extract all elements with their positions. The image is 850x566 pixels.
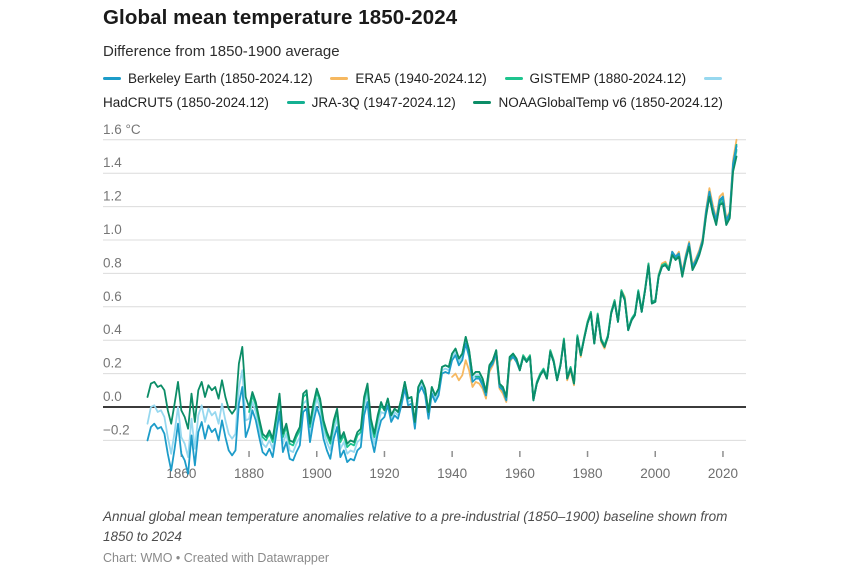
legend-label-jra3q: JRA-3Q — [311, 95, 364, 110]
legend-swatch-hadcrut5 — [703, 76, 722, 80]
legend-swatch-noaa — [473, 100, 492, 104]
legend-item-gistemp: GISTEMP (1880-2024.12) — [504, 71, 699, 86]
legend-label-noaa: NOAAGlobalTemp v6 — [498, 95, 631, 110]
page-subtitle: Difference from 1850-1900 average — [103, 43, 340, 60]
legend-swatch-berkeley — [103, 76, 121, 80]
legend-label-hadcrut5: HadCRUT5 — [103, 95, 177, 110]
legend-item-noaa: NOAAGlobalTemp v6 (1850-2024.12) — [473, 95, 734, 110]
chart-footer: Annual global mean temperature anomalies… — [103, 507, 751, 565]
legend-item-hadcrut5: HadCRUT5 (1850-2024.12) — [103, 71, 729, 110]
page-title: Global mean temperature 1850-2024 — [103, 6, 458, 29]
y-axis-label: 1.2 — [103, 189, 122, 204]
legend-period-berkeley: (1850-2024.12) — [220, 71, 313, 86]
x-axis-label: 1900 — [302, 466, 332, 481]
legend-swatch-jra3q — [286, 100, 305, 104]
series-line-noaa — [146, 155, 738, 445]
legend-period-jra3q: (1947-2024.12) — [363, 95, 456, 110]
byline: Chart: WMO • Created with Datawrapper — [103, 551, 329, 566]
legend-period-era5: (1940-2024.12) — [394, 71, 487, 86]
x-axis-label: 2020 — [708, 466, 738, 481]
x-axis-label: 1980 — [573, 466, 603, 481]
legend-label-gistemp: GISTEMP — [529, 71, 594, 86]
x-axis-label: 1940 — [437, 466, 467, 481]
legend-period-noaa: (1850-2024.12) — [630, 95, 723, 110]
legend-swatch-gistemp — [504, 76, 523, 80]
y-axis-label: 1.6 °C — [103, 122, 141, 137]
legend-period-hadcrut5: (1850-2024.12) — [176, 95, 269, 110]
legend-item-jra3q: JRA-3Q (1947-2024.12) — [286, 95, 468, 110]
series-line-era5 — [451, 138, 738, 403]
legend-item-berkeley: Berkeley Earth (1850-2024.12) — [103, 71, 325, 86]
x-axis-label: 1880 — [234, 466, 264, 481]
legend-swatch-era5 — [330, 76, 349, 80]
legend-label-era5: ERA5 — [355, 71, 395, 86]
legend-label-berkeley: Berkeley Earth — [128, 71, 221, 86]
y-axis-label: 0.0 — [103, 389, 122, 404]
chart-header: Global mean temperature 1850-2024 Differ… — [103, 6, 763, 60]
y-axis-label: 0.8 — [103, 255, 122, 270]
y-axis-label: 0.6 — [103, 289, 122, 304]
y-axis-label: 1.4 — [103, 155, 122, 170]
series-line-jra3q — [474, 143, 738, 402]
y-axis-label: 1.0 — [103, 222, 122, 237]
legend-item-era5: ERA5 (1940-2024.12) — [330, 71, 498, 86]
y-axis-label: −0.2 — [103, 422, 130, 437]
series-line-hadcrut5 — [146, 150, 738, 458]
y-axis-label: 0.4 — [103, 322, 122, 337]
footnote: Annual global mean temperature anomalies… — [103, 509, 728, 544]
y-axis-label: 0.2 — [103, 356, 122, 371]
x-axis-label: 1960 — [505, 466, 535, 481]
legend-period-gistemp: (1880-2024.12) — [593, 71, 687, 86]
x-axis-label: 1920 — [369, 466, 399, 481]
x-axis-label: 2000 — [640, 466, 670, 481]
series-line-gistemp — [248, 148, 738, 448]
chart-legend: Berkeley Earth (1850-2024.12) ERA5 (1940… — [103, 67, 751, 115]
